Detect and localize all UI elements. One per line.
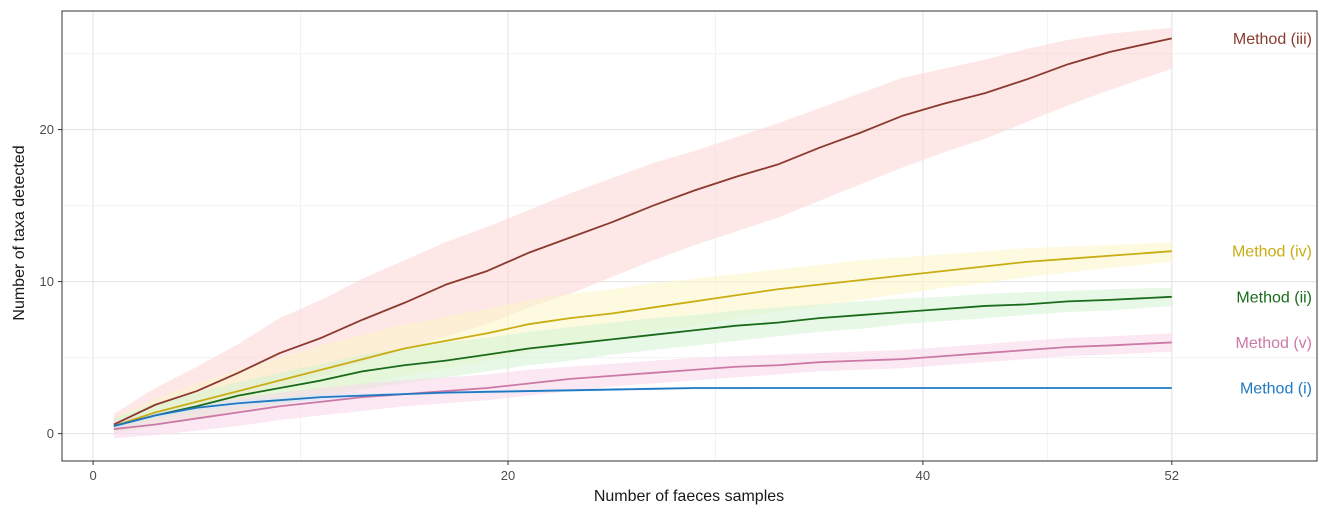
x-tick-label-1: 20 <box>501 468 515 483</box>
method-v-line <box>113 341 1172 430</box>
method-iv-label: Method (iv) <box>1232 244 1312 261</box>
method-i-line <box>113 387 1172 427</box>
plot-panel-border <box>61 10 1318 462</box>
series-labels: Method (iii) Method (iv) Method (ii) Method… <box>1232 31 1312 398</box>
method-v-label: Method (v) <box>1236 335 1312 352</box>
method-iv-line <box>113 250 1172 427</box>
method-iii-line <box>113 37 1172 426</box>
series-lines <box>113 37 1172 430</box>
y-tick-label-1: 10 <box>40 274 54 289</box>
method-i-label: Method (i) <box>1240 381 1312 398</box>
x-axis-title: Number of faeces samples <box>594 488 784 505</box>
x-tick-label-0: 0 <box>89 468 96 483</box>
x-tick-label-3: 52 <box>1165 468 1179 483</box>
x-tick-label-2: 40 <box>916 468 930 483</box>
y-tick-label-2: 20 <box>40 122 54 137</box>
axis-ticks: 0 20 40 52 0 10 20 <box>40 122 1179 483</box>
y-tick-label-0: 0 <box>47 426 54 441</box>
method-ii-line <box>113 295 1172 427</box>
method-iii-label: Method (iii) <box>1233 31 1312 48</box>
method-iv-confidence-band <box>113 242 1172 434</box>
y-axis-title: Number of taxa detected <box>11 145 28 320</box>
method-ii-label: Method (ii) <box>1236 289 1312 306</box>
